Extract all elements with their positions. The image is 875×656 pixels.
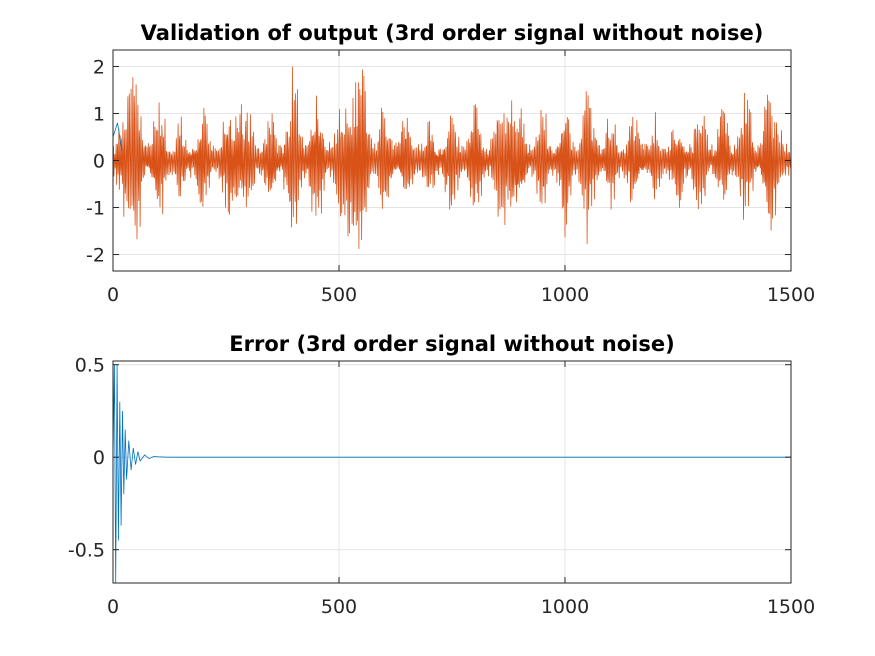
validation-output-axes: Validation of output (3rd order signal w…	[86, 21, 815, 306]
error-axes-box	[112, 360, 792, 584]
validation-ytick-label-2: 0	[93, 151, 105, 173]
validation-xtick-label-1: 500	[321, 284, 357, 306]
error-axes: Error (3rd order signal without noise) 0…	[68, 332, 815, 618]
error-xtick-label-3: 1500	[767, 596, 815, 618]
validation-ytick-label-0: -2	[86, 245, 105, 267]
error-title: Error (3rd order signal without noise)	[229, 332, 674, 356]
validation-ytick-label-3: 1	[93, 103, 105, 125]
validation-xtick-label-3: 1500	[767, 284, 815, 306]
error-series-line-0	[112, 364, 791, 584]
validation-series-line-0	[112, 66, 792, 249]
error-ytick-label-2: 0.5	[75, 355, 105, 377]
validation-xtick-label-2: 1000	[541, 284, 589, 306]
error-ytick-label-1: 0	[93, 447, 105, 469]
error-xtick-label-1: 500	[321, 596, 357, 618]
error-xtick-label-0: 0	[107, 596, 119, 618]
validation-series-line-1	[112, 122, 123, 152]
validation-ytick-label-4: 2	[93, 56, 105, 78]
validation-xtick-label-0: 0	[107, 284, 119, 306]
error-xtick-label-2: 1000	[541, 596, 589, 618]
error-ytick-label-0: -0.5	[68, 540, 105, 562]
validation-output-title: Validation of output (3rd order signal w…	[141, 21, 764, 45]
validation-ytick-label-1: -1	[86, 198, 105, 220]
